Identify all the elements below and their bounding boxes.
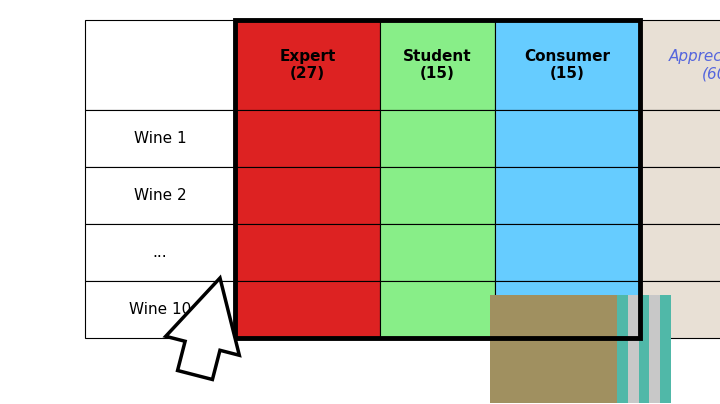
Bar — [380, 167, 495, 224]
Bar — [639, 295, 649, 403]
Bar — [640, 110, 720, 167]
Bar — [380, 110, 495, 167]
Text: Expert
(27): Expert (27) — [279, 49, 336, 81]
Bar — [380, 20, 495, 110]
Bar — [640, 20, 720, 110]
Text: Wine 2: Wine 2 — [134, 188, 186, 203]
Bar — [649, 295, 660, 403]
Bar — [85, 167, 235, 224]
Text: Student
(15): Student (15) — [403, 49, 472, 81]
Text: Wine 1: Wine 1 — [134, 131, 186, 146]
Bar — [628, 295, 639, 403]
Bar — [235, 20, 640, 338]
Text: ...: ... — [153, 245, 167, 260]
Bar — [235, 110, 380, 167]
Bar — [235, 224, 380, 281]
Text: Consumer
(15): Consumer (15) — [524, 49, 611, 81]
Bar — [640, 167, 720, 224]
Bar — [617, 295, 628, 403]
Text: Appreciation
(60): Appreciation (60) — [670, 49, 720, 81]
Bar — [490, 295, 617, 403]
Bar — [380, 224, 495, 281]
Bar — [495, 224, 640, 281]
Bar — [495, 20, 640, 110]
Bar — [640, 281, 720, 338]
Bar — [235, 167, 380, 224]
Bar — [85, 20, 235, 110]
Bar — [495, 110, 640, 167]
Text: Wine 10: Wine 10 — [129, 302, 191, 317]
Bar — [660, 295, 670, 403]
Bar — [85, 281, 235, 338]
Bar — [495, 167, 640, 224]
Bar — [380, 281, 495, 338]
Polygon shape — [166, 278, 239, 379]
Bar — [235, 20, 380, 110]
Bar — [85, 224, 235, 281]
Bar — [640, 224, 720, 281]
Bar — [495, 281, 640, 338]
Bar — [85, 110, 235, 167]
Bar — [235, 281, 380, 338]
